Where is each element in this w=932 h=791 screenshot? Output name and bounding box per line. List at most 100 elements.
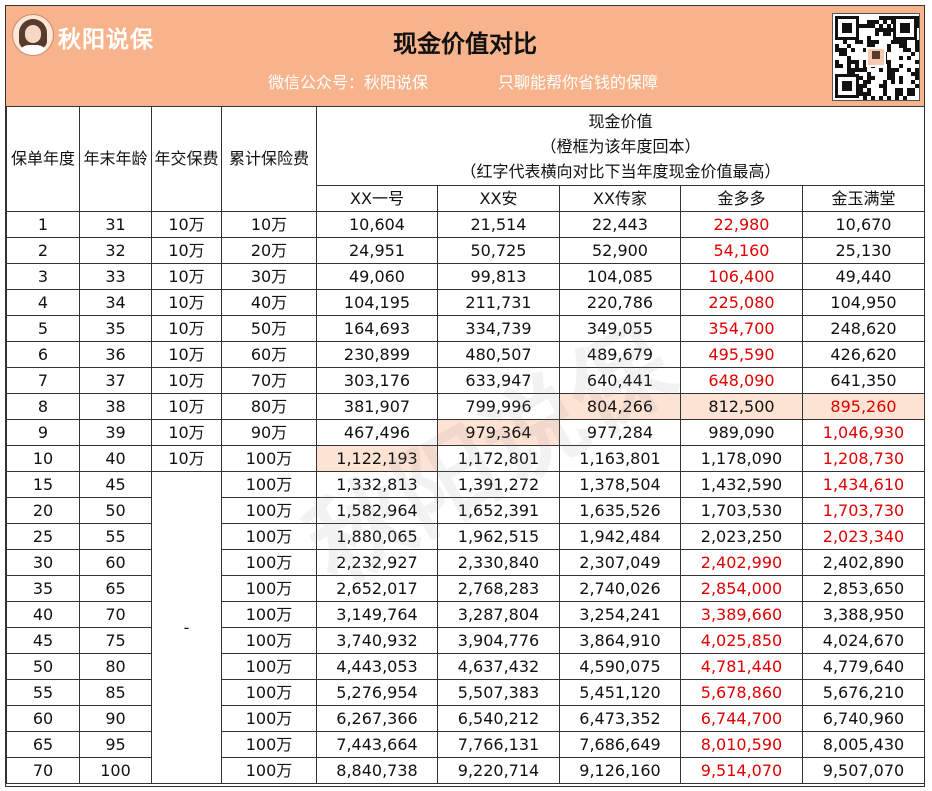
cash-value-cell: 211,731: [437, 289, 560, 316]
cash-value-cell: 4,779,640: [802, 653, 925, 680]
cash-value-cell: 7,766,131: [437, 731, 560, 758]
table-row: 15 45-100万 1,332,813 1,391,272 1,378,504 1,43…: [6, 471, 925, 784]
header-row: 保单年度 年末年龄 年交保费 累计保险费 现金价值 （橙框为该年度回本） （红字代表横向对比…: [6, 106, 925, 212]
table-row: 65 95 100万 7,443,664 7,766,131 7,686,649 8,010…: [6, 731, 925, 758]
table-row: 2 32 10万 20万 24,951 50,725 52,900 54,160 25,130: [6, 237, 925, 264]
annual-premium-cell: 10万: [151, 289, 222, 316]
page-frame: 秋阳说保 现金价值对比 微信公众号：秋阳说保 只聊能帮你省钱的保障 保单年度 年末…: [5, 5, 925, 787]
table-row: 10 40 10万 100万 1,122,193 1,172,801 1,163,801 1,…: [6, 445, 925, 472]
age-cell: 55: [79, 523, 152, 550]
age-cell: 32: [79, 237, 152, 264]
annual-premium-cell: 10万: [151, 315, 222, 342]
total-premium-cell: 100万: [221, 757, 317, 784]
total-premium-cell: 100万: [221, 731, 317, 758]
age-cell: 50: [79, 497, 152, 524]
cash-value-cell: 1,208,730: [802, 445, 925, 472]
policy-year-cell: 9: [6, 419, 80, 446]
policy-year-cell: 25: [6, 523, 80, 550]
policy-year-cell: 55: [6, 679, 80, 706]
total-premium-cell: 70万: [221, 367, 317, 394]
cash-value-cell: 49,440: [802, 263, 925, 290]
cash-value-cell: 489,679: [559, 341, 681, 368]
cash-value-cell: 3,388,950: [802, 601, 925, 628]
cash-value-cell: 220,786: [559, 289, 681, 316]
cash-value-cell: 7,686,649: [559, 731, 681, 758]
cash-value-table: 保单年度 年末年龄 年交保费 累计保险费 现金价值 （橙框为该年度回本） （红字代表横向对比…: [6, 106, 925, 784]
total-premium-cell: 100万: [221, 627, 317, 654]
policy-year-cell: 8: [6, 393, 80, 420]
cash-value-cell: 349,055: [559, 315, 681, 342]
cash-value-cell: 8,010,590: [680, 731, 803, 758]
total-premium-cell: 100万: [221, 445, 317, 472]
cash-value-cell: 1,942,484: [559, 523, 681, 550]
table-row: 4 34 10万 40万 104,195 211,731 220,786 225,080 104…: [6, 289, 925, 316]
cash-value-cell: 467,496: [316, 419, 438, 446]
age-cell: 45: [79, 471, 152, 498]
policy-year-cell: 65: [6, 731, 80, 758]
cash-value-cell: 480,507: [437, 341, 560, 368]
age-cell: 31: [79, 211, 152, 238]
policy-year-cell: 40: [6, 601, 80, 628]
cash-value-cell: 4,025,850: [680, 627, 803, 654]
cash-value-cell: 1,635,526: [559, 497, 681, 524]
policy-year-cell: 7: [6, 367, 80, 394]
cash-value-header-line: （红字代表横向对比下当年度现金价值最高）: [460, 161, 781, 181]
total-premium-cell: 100万: [221, 601, 317, 628]
cash-value-cell: 7,443,664: [316, 731, 438, 758]
header-banner: 秋阳说保 现金价值对比 微信公众号：秋阳说保 只聊能帮你省钱的保障: [6, 6, 924, 107]
cash-value-cell: 1,962,515: [437, 523, 560, 550]
age-cell: 60: [79, 549, 152, 576]
cash-value-cell: 2,853,650: [802, 575, 925, 602]
annual-premium-cell: 10万: [151, 211, 222, 238]
cash-value-cell: 1,046,930: [802, 419, 925, 446]
annual-premium-merged-cell: -: [151, 471, 222, 784]
cash-value-cell: 50,725: [437, 237, 560, 264]
cash-value-cell: 5,678,860: [680, 679, 803, 706]
cash-value-cell: 4,443,053: [316, 653, 438, 680]
table-row: 30 60 100万 2,232,927 2,330,840 2,307,049 2,402…: [6, 549, 925, 576]
age-cell: 35: [79, 315, 152, 342]
column-header: 年交保费: [151, 106, 222, 212]
wechat-account: 微信公众号：秋阳说保: [268, 73, 429, 92]
cash-value-cell: 979,364: [437, 419, 560, 446]
cash-value-cell: 3,254,241: [559, 601, 681, 628]
cash-value-cell: 989,090: [680, 419, 803, 446]
cash-value-cell: 99,813: [437, 263, 560, 290]
annual-premium-cell: 10万: [151, 445, 222, 472]
cash-value-cell: 2,402,890: [802, 549, 925, 576]
age-cell: 70: [79, 601, 152, 628]
qr-code-icon: [832, 13, 920, 101]
cash-value-cell: 354,700: [680, 315, 803, 342]
cash-value-cell: 1,178,090: [680, 445, 803, 472]
cash-value-cell: 977,284: [559, 419, 681, 446]
cash-value-cell: 2,740,026: [559, 575, 681, 602]
product-header-row: XX一号 XX安 XX传家 金多多 金玉满堂: [7, 185, 925, 212]
cash-value-header: 现金价值 （橙框为该年度回本） （红字代表横向对比下当年度现金价值最高）: [316, 106, 925, 186]
table-row: 55 85 100万 5,276,954 5,507,383 5,451,120 5,678…: [6, 679, 925, 706]
age-cell: 75: [79, 627, 152, 654]
cash-value-cell: 10,670: [802, 211, 925, 238]
annual-premium-cell: 10万: [151, 419, 222, 446]
total-premium-cell: 90万: [221, 419, 317, 446]
product-header: XX安: [437, 185, 560, 212]
table-row: 6 36 10万 60万 230,899 480,507 489,679 495,590 426…: [6, 341, 925, 368]
policy-year-cell: 70: [6, 757, 80, 784]
age-cell: 100: [79, 757, 152, 784]
annual-premium-cell: 10万: [151, 393, 222, 420]
cash-value-header-line: （橙框为该年度回本）: [540, 136, 701, 156]
cash-value-cell: 1,378,504: [559, 471, 681, 498]
cash-value-cell: 4,637,432: [437, 653, 560, 680]
total-premium-cell: 100万: [221, 679, 317, 706]
cash-value-cell: 4,590,075: [559, 653, 681, 680]
cash-value-cell: 9,126,160: [559, 757, 681, 784]
total-premium-cell: 30万: [221, 263, 317, 290]
column-header: 累计保险费: [221, 106, 317, 212]
policy-year-cell: 35: [6, 575, 80, 602]
cash-value-cell: 812,500: [680, 393, 803, 420]
cash-value-cell: 2,330,840: [437, 549, 560, 576]
cash-value-cell: 1,122,193: [316, 445, 438, 472]
cash-value-cell: 5,451,120: [559, 679, 681, 706]
total-premium-cell: 100万: [221, 705, 317, 732]
cash-value-cell: 804,266: [559, 393, 681, 420]
cash-value-cell: 22,980: [680, 211, 803, 238]
